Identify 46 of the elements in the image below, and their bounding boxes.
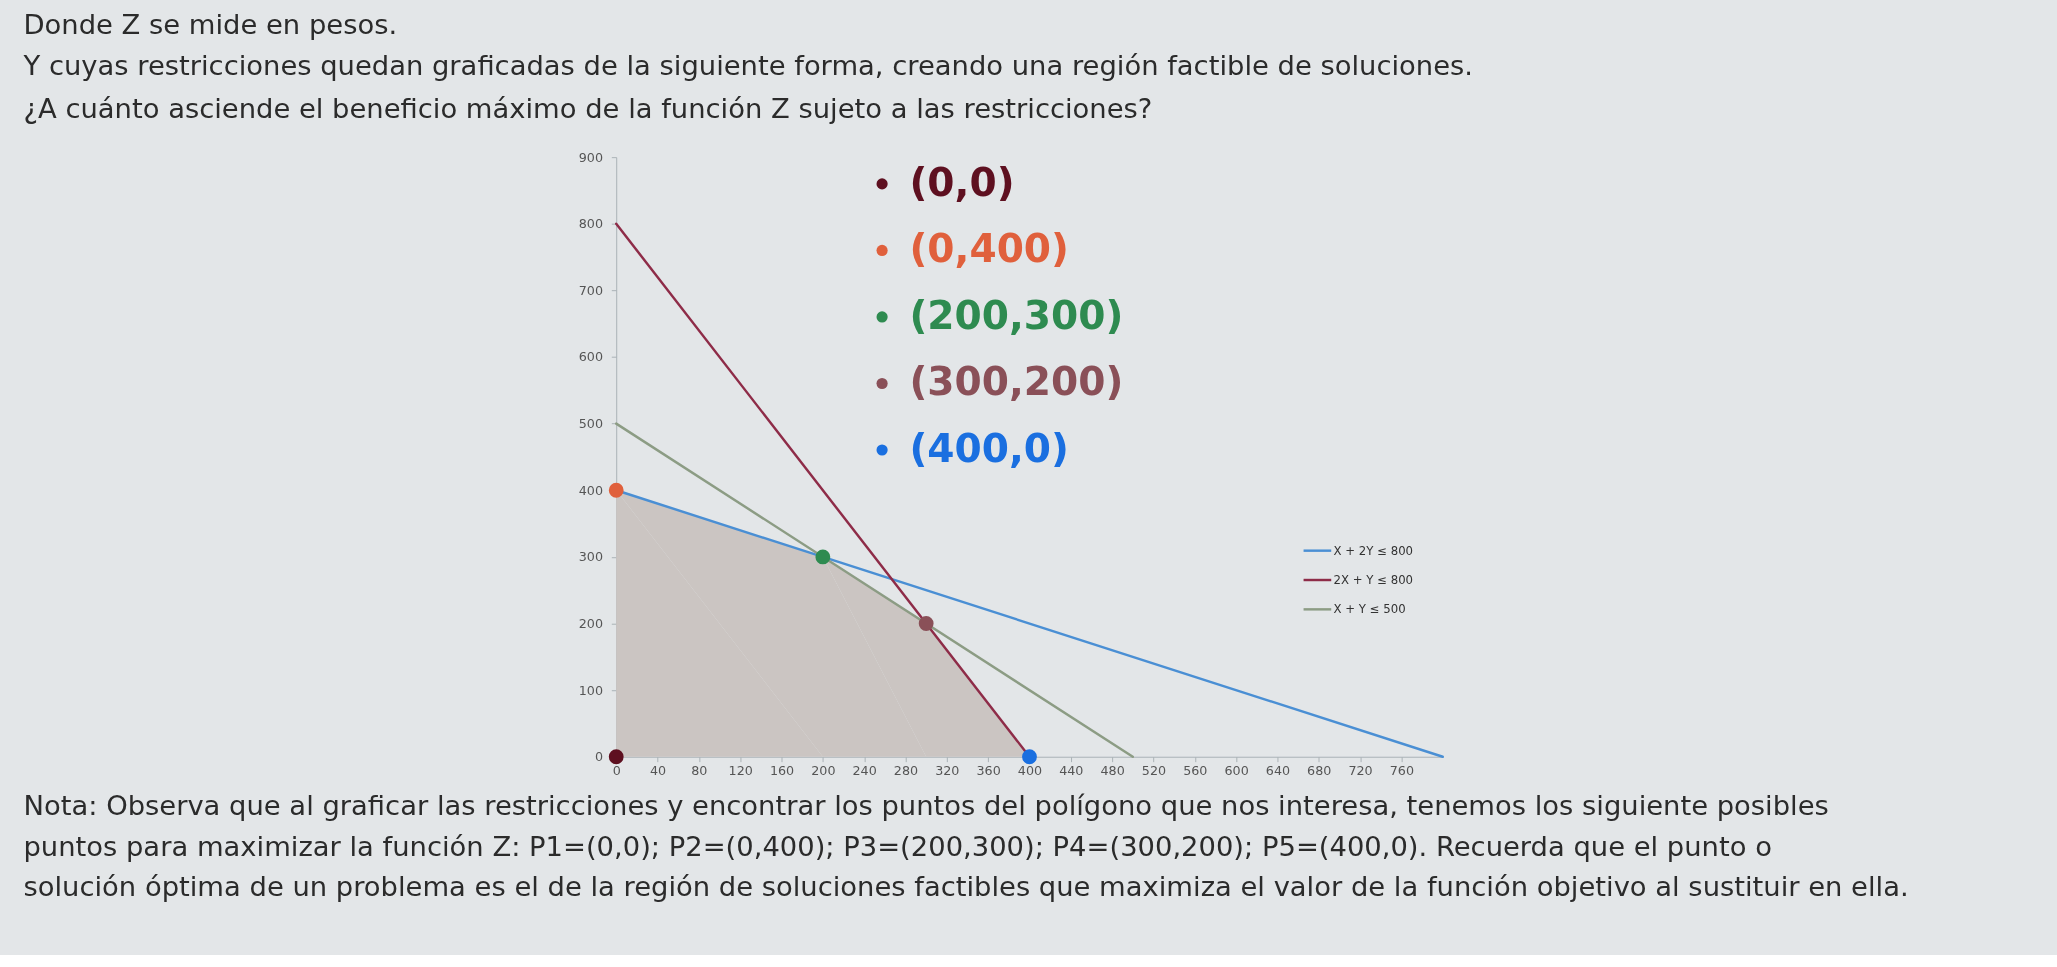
x-tick-label: 320 bbox=[935, 762, 960, 778]
x-tick-label: 400 bbox=[1017, 762, 1043, 778]
x-tick-label: 760 bbox=[1389, 762, 1415, 778]
point bbox=[815, 549, 831, 565]
text: Nota: Observa que al graficar las restricciones y encontrar los puntos del polígono que nos interesa, tenemos los siguiente posibles puntos para maximizar la función Z: P1=(0,0); P2=(0,400); P3=(200,300); P4=(300,200); P5=(400,0). Recuerda que el punto o solución óptima de un problema es el de la región de soluciones factibles que maximiza el valor de la función objetivo al sustituir en ella. bbox=[23, 790, 1909, 902]
x-tick-label: 160 bbox=[769, 762, 795, 778]
x-tick-label: 480 bbox=[1100, 762, 1125, 778]
y-tick-label: 800 bbox=[578, 216, 604, 232]
y-tick-label: 600 bbox=[578, 349, 604, 365]
point bbox=[918, 616, 934, 631]
point bbox=[1022, 749, 1037, 765]
x-tick-label: 280 bbox=[893, 762, 919, 778]
x-tick-label: 0 bbox=[612, 762, 621, 778]
legend-label: (200,300) bbox=[909, 292, 1124, 338]
legend-label: (0,400) bbox=[909, 226, 1069, 272]
x-tick-label: 720 bbox=[1348, 762, 1373, 778]
y-tick-label: 500 bbox=[578, 416, 604, 432]
x-tick-label: 520 bbox=[1141, 762, 1167, 778]
x-tick-label: 440 bbox=[1059, 762, 1084, 778]
y-tick-label: 300 bbox=[578, 549, 604, 565]
legend-label: X + 2Y ≤ 800 bbox=[1333, 543, 1414, 558]
x-tick-label: 560 bbox=[1183, 762, 1208, 778]
legend-label: (400,0) bbox=[909, 425, 1069, 471]
y-tick-label: 100 bbox=[578, 682, 604, 698]
legend-label: X + Y ≤ 500 bbox=[1333, 602, 1406, 617]
x-tick-label: 680 bbox=[1307, 762, 1332, 778]
point bbox=[608, 749, 624, 765]
legend-label: (300,200) bbox=[909, 359, 1124, 405]
legend-label: (0,0) bbox=[909, 159, 1015, 205]
y-tick-label: 700 bbox=[578, 282, 604, 298]
x-tick-label: 200 bbox=[811, 762, 836, 778]
y-tick-label: 900 bbox=[578, 149, 604, 165]
x-tick-label: 80 bbox=[691, 762, 708, 778]
x-tick-label: 40 bbox=[649, 762, 667, 778]
x-tick-label: 120 bbox=[728, 762, 753, 778]
point bbox=[608, 482, 624, 498]
x-tick-label: 240 bbox=[852, 762, 877, 778]
x-tick-label: 640 bbox=[1265, 762, 1291, 778]
y-tick-label: 200 bbox=[578, 615, 604, 631]
y-tick-label: 400 bbox=[578, 482, 604, 498]
text: Donde Z se mide en pesos. bbox=[23, 8, 398, 40]
x-tick-label: 600 bbox=[1224, 762, 1249, 778]
x-tick-label: 360 bbox=[976, 762, 1001, 778]
chart-subtitle: Y cuyas restricciones quedan graficadas de la siguiente forma, creando una región factible de soluciones. ¿A cuánto asciende el beneficio máximo de la función Z sujeto a las restricciones? bbox=[22, 50, 1473, 125]
legend-label: 2X + Y ≤ 800 bbox=[1333, 572, 1414, 587]
y-tick-label: 0 bbox=[594, 749, 604, 765]
